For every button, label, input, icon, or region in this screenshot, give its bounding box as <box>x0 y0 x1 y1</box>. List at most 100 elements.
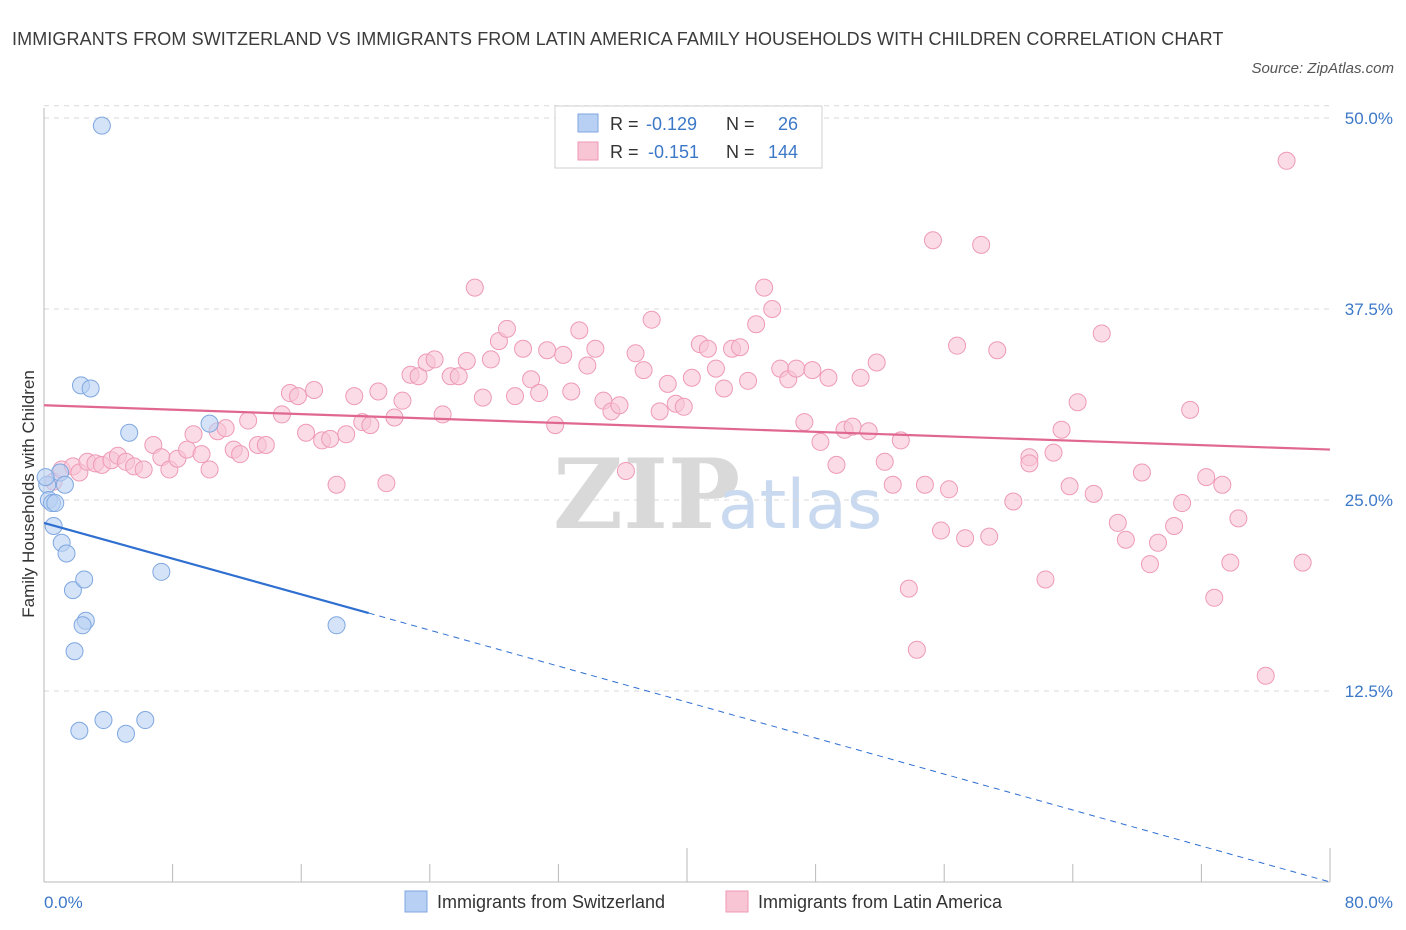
y-tick-labels: 12.5% 25.0% 37.5% 50.0% <box>1345 109 1393 701</box>
data-point <box>200 414 219 433</box>
data-point <box>538 341 557 360</box>
data-point <box>731 338 750 357</box>
data-point <box>610 396 629 415</box>
data-point <box>514 339 533 358</box>
data-point <box>972 235 991 254</box>
data-point <box>1277 151 1296 170</box>
series-switzerland-points <box>36 116 346 743</box>
data-point <box>891 431 910 450</box>
data-point <box>425 350 444 369</box>
y-tick-label: 37.5% <box>1345 300 1393 319</box>
data-point <box>940 480 959 499</box>
data-point <box>55 475 74 494</box>
data-point <box>481 350 500 369</box>
data-point <box>803 361 822 380</box>
data-point <box>1108 513 1127 532</box>
data-point <box>321 429 340 448</box>
data-point <box>1020 454 1039 473</box>
stats-swatch-switzerland <box>577 113 599 133</box>
data-point <box>522 370 541 389</box>
data-point <box>634 361 653 380</box>
data-point <box>120 423 139 442</box>
data-point <box>200 460 219 479</box>
trend-lines <box>43 404 1331 883</box>
data-point <box>457 351 476 370</box>
data-point <box>327 475 346 494</box>
stats-r-value-latin-america: -0.151 <box>648 142 699 162</box>
data-point <box>1044 443 1063 462</box>
data-point <box>1205 588 1224 607</box>
data-point <box>747 315 766 334</box>
y-tick-label: 50.0% <box>1345 109 1393 128</box>
data-point <box>650 402 669 421</box>
data-point <box>305 380 324 399</box>
data-point <box>57 544 76 563</box>
data-point <box>915 475 934 494</box>
x-tick-label-max: 80.0% <box>1345 893 1393 912</box>
data-point <box>1084 484 1103 503</box>
data-point <box>361 416 380 435</box>
data-point <box>739 371 758 390</box>
stats-n-label-2: N = <box>726 142 755 162</box>
data-point <box>819 368 838 387</box>
data-point <box>231 445 250 464</box>
stats-r-label-1: R = <box>610 114 639 134</box>
data-point <box>1092 324 1111 343</box>
data-point <box>1165 516 1184 535</box>
data-point <box>1293 553 1312 572</box>
data-point <box>256 435 275 454</box>
data-point <box>827 455 846 474</box>
data-point <box>184 425 203 444</box>
data-point <box>1132 463 1151 482</box>
watermark-zip: ZIP <box>553 438 740 551</box>
data-point <box>698 339 717 358</box>
y-tick-label: 12.5% <box>1345 682 1393 701</box>
data-point <box>642 310 661 329</box>
trend-line-switzerland <box>43 521 370 615</box>
data-point <box>345 387 364 406</box>
stats-r-value-switzerland: -0.129 <box>646 114 697 134</box>
data-point <box>1181 400 1200 419</box>
data-point <box>497 319 516 338</box>
data-point <box>1004 492 1023 511</box>
data-point <box>875 452 894 471</box>
data-point <box>980 527 999 546</box>
data-point <box>337 425 356 444</box>
source-credit: Source: ZipAtlas.com <box>1251 60 1394 77</box>
data-point <box>116 724 135 743</box>
data-point <box>658 374 677 393</box>
data-point <box>1068 393 1087 412</box>
data-point <box>63 581 82 600</box>
data-point <box>682 368 701 387</box>
watermark-atlas: atlas <box>718 466 882 545</box>
stats-box: R = -0.129 N = 26 R = -0.151 N = 144 <box>554 105 823 169</box>
legend-label-latin-america: Immigrants from Latin America <box>758 892 1003 912</box>
data-point <box>755 278 774 297</box>
data-point <box>948 336 967 355</box>
data-point <box>216 419 235 438</box>
data-point <box>787 359 806 378</box>
data-point <box>626 344 645 363</box>
data-point <box>36 468 55 487</box>
data-point <box>859 422 878 441</box>
y-tick-label: 25.0% <box>1345 491 1393 510</box>
trend-line-latin-america <box>43 404 1331 451</box>
data-point <box>1060 477 1079 496</box>
stats-box-frame <box>554 105 823 169</box>
data-point <box>297 423 316 442</box>
data-point <box>1140 555 1159 574</box>
data-point <box>530 384 549 403</box>
data-point <box>1036 570 1055 589</box>
data-point <box>393 391 412 410</box>
data-point <box>674 397 693 416</box>
legend-label-switzerland: Immigrants from Switzerland <box>437 892 665 912</box>
data-point <box>1197 468 1216 487</box>
data-point <box>73 616 92 635</box>
data-point <box>570 321 589 340</box>
stats-swatch-latin-america <box>577 141 599 161</box>
data-point <box>867 353 886 372</box>
data-point <box>1256 666 1275 685</box>
data-point <box>956 529 975 548</box>
data-point <box>923 231 942 250</box>
